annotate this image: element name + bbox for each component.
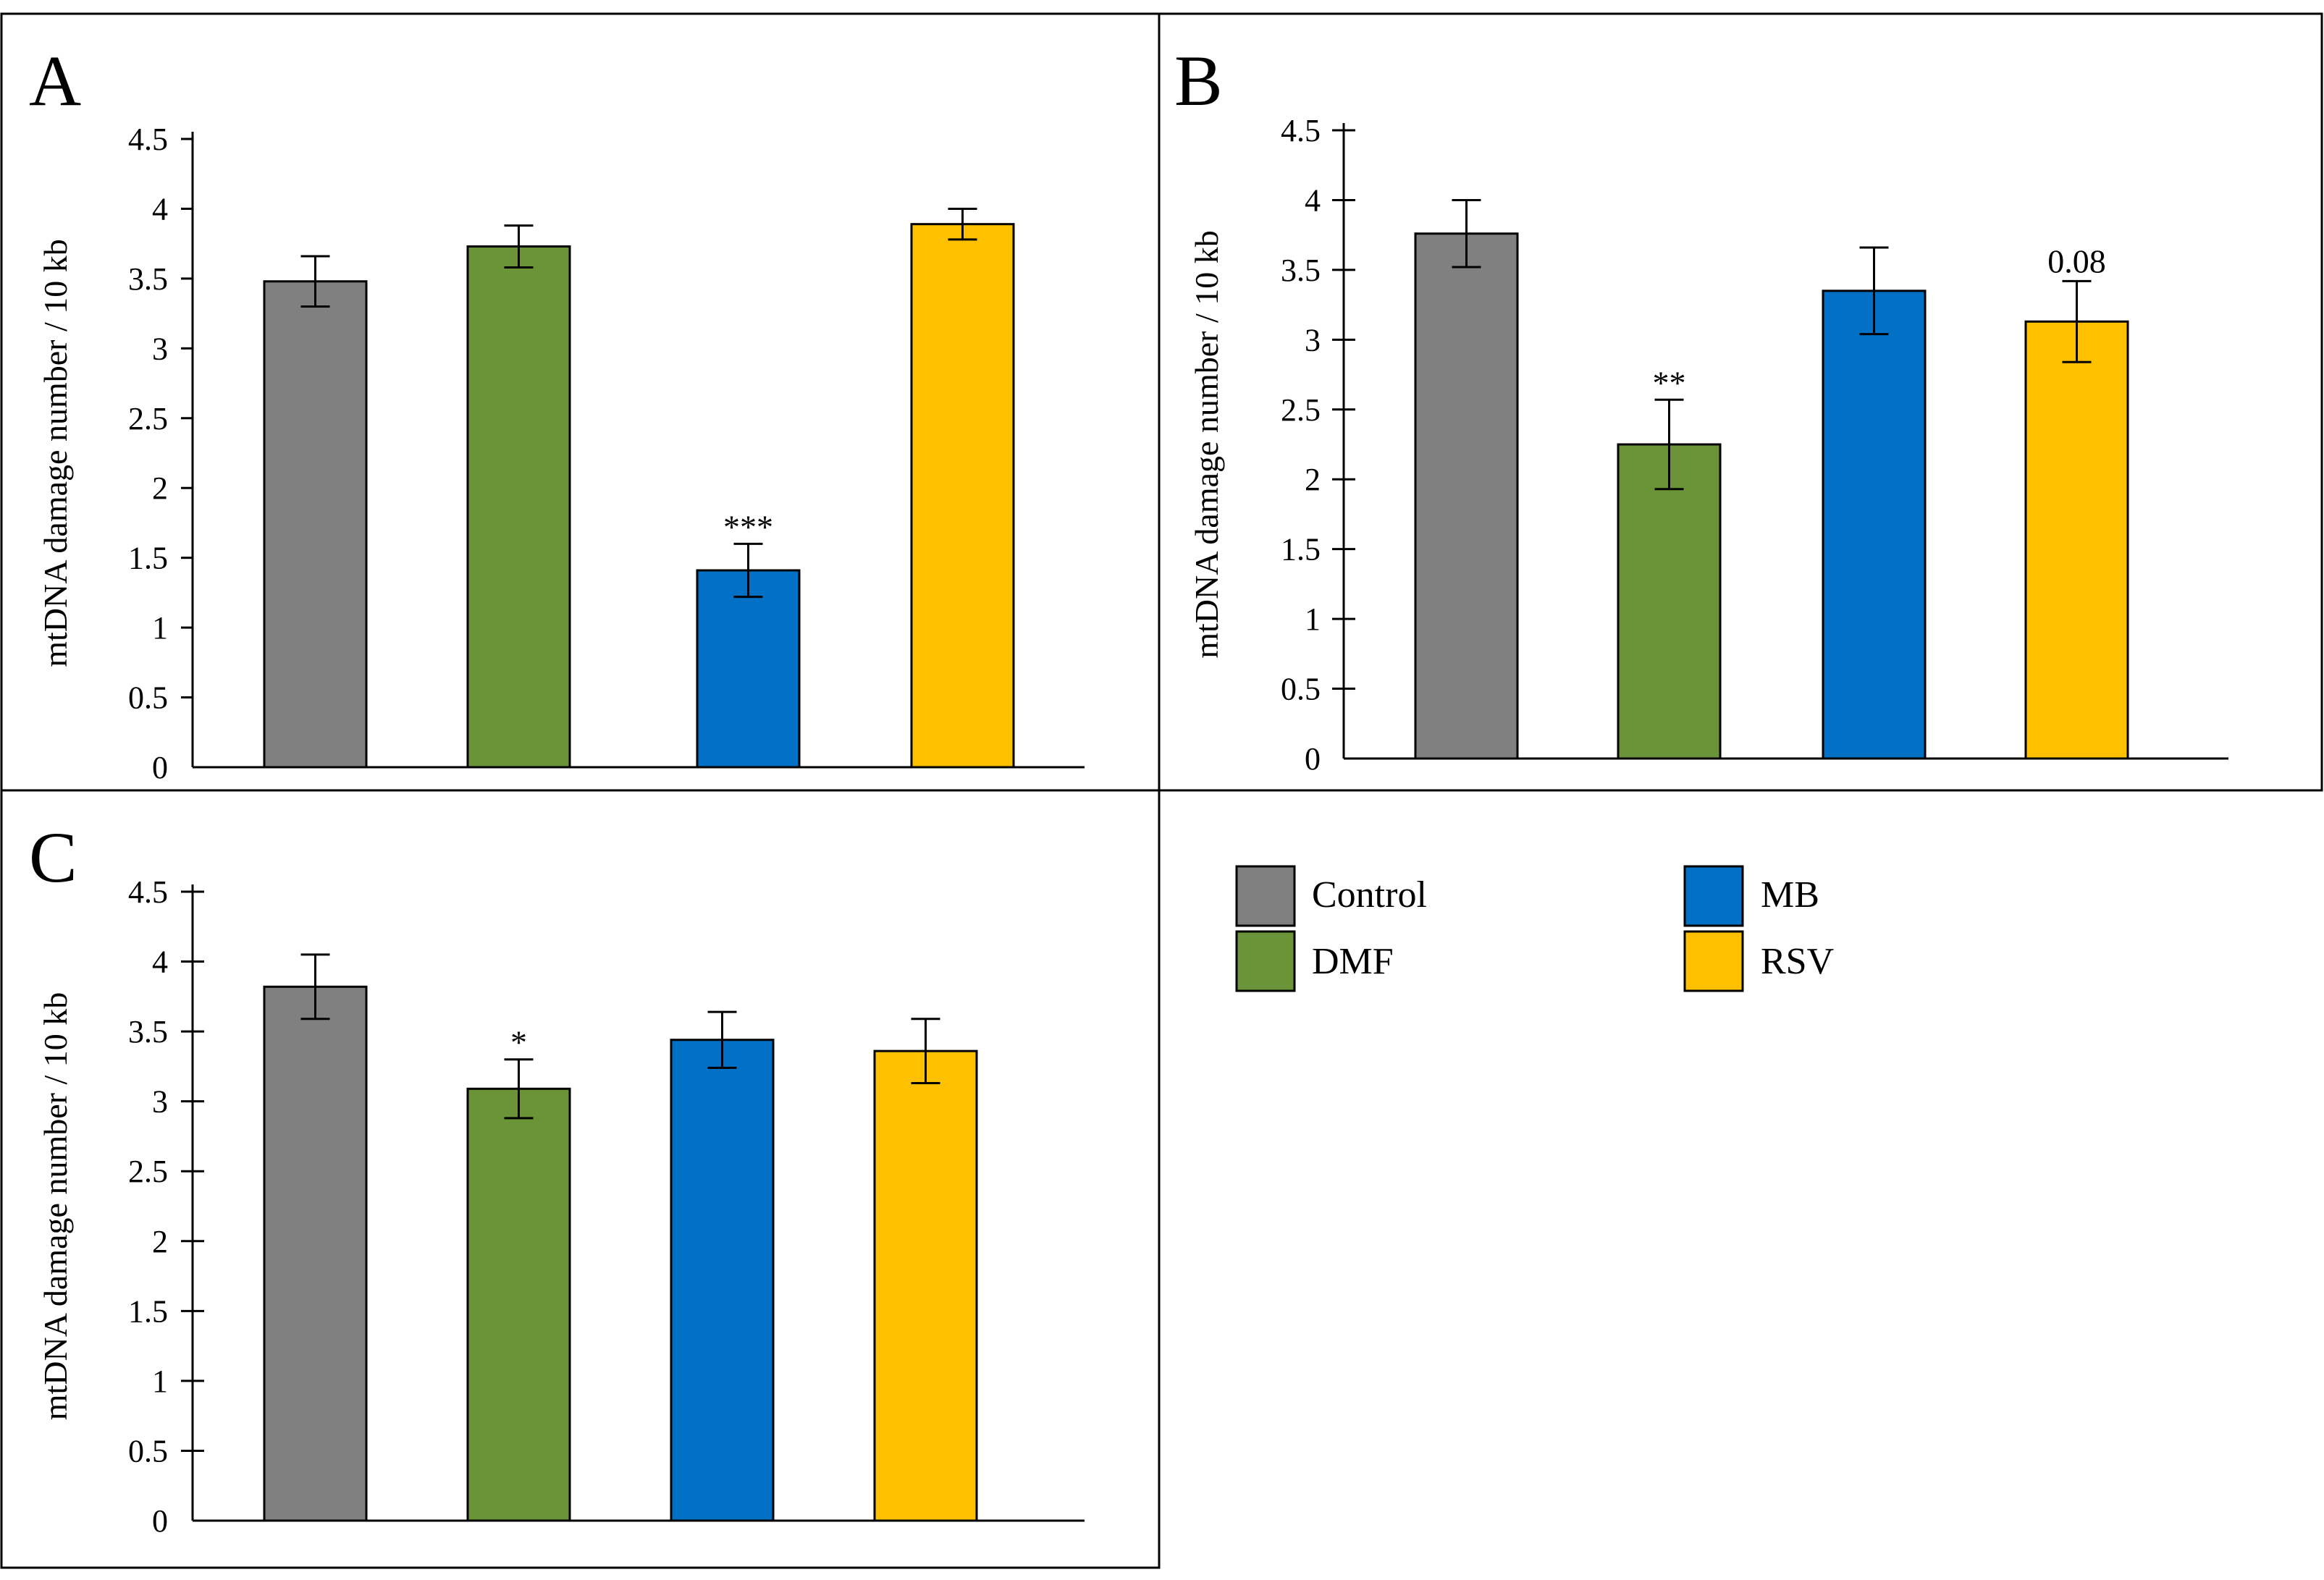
panel-b-errorbar-mb bbox=[1859, 246, 1889, 336]
legend-item-rsv: RSV bbox=[1683, 930, 1834, 992]
panel-c-ytick-label: 3 bbox=[152, 1084, 168, 1120]
panel-b-ytick-label: 3 bbox=[1305, 322, 1321, 358]
panel-a-bar-control bbox=[263, 280, 368, 769]
panel-c-bar-mb bbox=[670, 1039, 775, 1522]
panel-a-annotation-mb: *** bbox=[723, 508, 773, 545]
legend-item-mb: MB bbox=[1683, 865, 1819, 927]
panel-c-ytick-label: 1.5 bbox=[128, 1293, 168, 1329]
panel-c-ytick-label: 1 bbox=[152, 1364, 168, 1399]
panel-a-ytick-label: 2 bbox=[152, 470, 168, 506]
panel-a-ylabel: mtDNA damage number / 10 kb bbox=[37, 239, 74, 667]
panel-b-bar-dmf bbox=[1617, 443, 1722, 760]
legend-item-control: Control bbox=[1235, 865, 1427, 927]
panel-c-errorbar-mb bbox=[707, 1010, 737, 1069]
panel-a-errorbar-control bbox=[300, 255, 330, 308]
panel-b-annotation-dmf: ** bbox=[1653, 364, 1686, 401]
panel-c-ytick-label: 3.5 bbox=[128, 1014, 168, 1049]
panel-b-ytick-label: 2 bbox=[1305, 462, 1321, 497]
panel-a-ytick-label: 3.5 bbox=[128, 261, 168, 297]
panel-c-ytick-label: 2 bbox=[152, 1224, 168, 1259]
panel-a-bar-mb bbox=[696, 569, 801, 769]
panel-b-frame bbox=[1158, 12, 2323, 792]
panel-b-ylabel: mtDNA damage number / 10 kb bbox=[1188, 230, 1225, 659]
panel-c-errorbar-rsv bbox=[911, 1018, 940, 1085]
panel-a-ytick-label: 1.5 bbox=[128, 541, 168, 576]
panel-c-frame bbox=[0, 789, 1161, 1569]
panel-a-ytick-label: 0 bbox=[152, 750, 168, 785]
panel-a-ytick-label: 2.5 bbox=[128, 401, 168, 436]
legend-swatch-mb bbox=[1683, 865, 1744, 927]
panel-a-bar-dmf bbox=[466, 245, 571, 769]
panel-a-ytick-label: 3 bbox=[152, 331, 168, 366]
panel-c-ytick-label: 4 bbox=[152, 945, 168, 980]
panel-a-ytick-label: 4 bbox=[152, 191, 168, 227]
panel-b-bar-mb bbox=[1822, 290, 1927, 760]
legend: Control DMF MB RSV bbox=[1235, 865, 1834, 992]
panel-a-errorbar-mb bbox=[733, 542, 763, 599]
panel-c-bar-dmf bbox=[466, 1087, 571, 1522]
legend-label-control: Control bbox=[1312, 874, 1427, 916]
panel-b-ytick-label: 4 bbox=[1305, 182, 1321, 218]
legend-swatch-rsv bbox=[1683, 930, 1744, 992]
panel-b-bar-rsv bbox=[2024, 320, 2129, 760]
panel-a-errorbar-rsv bbox=[948, 207, 977, 241]
panel-b-letter: B bbox=[1174, 41, 1223, 121]
panel-a-errorbar-dmf bbox=[504, 224, 534, 269]
panel-c-ylabel: mtDNA damage number / 10 kb bbox=[37, 992, 74, 1421]
legend-item-dmf: DMF bbox=[1235, 930, 1394, 992]
panel-b-bar-control bbox=[1414, 232, 1519, 760]
panel-c-errorbar-dmf bbox=[504, 1058, 534, 1120]
legend-swatch-dmf bbox=[1235, 930, 1296, 992]
panel-b-errorbar-dmf bbox=[1654, 398, 1684, 491]
legend-label-mb: MB bbox=[1761, 874, 1819, 916]
panel-a-letter: A bbox=[29, 41, 81, 121]
panel-c-ytick-label: 4.5 bbox=[128, 874, 168, 910]
legend-label-rsv: RSV bbox=[1761, 941, 1834, 982]
panel-b-ytick-label: 0.5 bbox=[1281, 672, 1321, 707]
panel-b-ytick-label: 1 bbox=[1305, 601, 1321, 637]
panel-a-ytick-label: 4.5 bbox=[128, 122, 168, 157]
panel-a-ytick-label: 0.5 bbox=[128, 680, 168, 716]
panel-c-ytick-label: 0 bbox=[152, 1503, 168, 1539]
panel-b-ytick-label: 1.5 bbox=[1281, 532, 1321, 567]
panel-b-ytick-label: 0 bbox=[1305, 741, 1321, 777]
panel-c-annotation-dmf: * bbox=[510, 1024, 527, 1061]
panel-b-annotation-rsv: 0.08 bbox=[2047, 242, 2106, 279]
panel-c-ytick-label: 0.5 bbox=[128, 1433, 168, 1469]
panel-b-errorbar-control bbox=[1452, 198, 1481, 269]
panel-c-letter: C bbox=[29, 817, 77, 897]
panel-c-bar-control bbox=[263, 985, 368, 1522]
legend-label-dmf: DMF bbox=[1312, 941, 1394, 982]
panel-a-bar-rsv bbox=[910, 223, 1015, 769]
panel-c-errorbar-control bbox=[300, 953, 330, 1021]
panel-b-ytick-label: 3.5 bbox=[1281, 253, 1321, 288]
panel-b-ytick-label: 2.5 bbox=[1281, 392, 1321, 428]
panel-b-ytick-label: 4.5 bbox=[1281, 113, 1321, 148]
panel-b-errorbar-rsv bbox=[2062, 279, 2092, 363]
panel-c-ytick-label: 2.5 bbox=[128, 1154, 168, 1189]
legend-swatch-control bbox=[1235, 865, 1296, 927]
panel-a-ytick-label: 1 bbox=[152, 610, 168, 646]
panel-c-bar-rsv bbox=[873, 1049, 978, 1522]
